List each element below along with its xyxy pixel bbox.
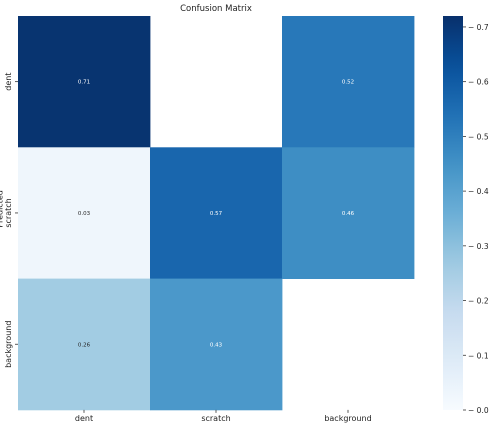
colorbar-tick-label: − 0.2 — [468, 297, 489, 306]
y-tick-label: scratch — [4, 198, 13, 227]
colorbar-tick-label: − 0.0 — [468, 406, 489, 415]
colorbar-tick-label: − 0.4 — [468, 187, 489, 196]
colorbar-tick-label: − 0.6 — [468, 78, 489, 87]
colorbar-tick-label: − 0.3 — [468, 242, 489, 251]
cell-value-label: 0.71 — [78, 80, 90, 86]
cell-value-label: 0.52 — [342, 80, 354, 86]
chart-title: Confusion Matrix — [180, 4, 252, 14]
cell-value-label: 0.46 — [342, 211, 355, 217]
colorbar-tick-label: − 0.1 — [468, 351, 489, 360]
cell-value-label: 0.57 — [210, 211, 223, 217]
colorbar — [443, 16, 463, 410]
heatmap-cell — [18, 278, 151, 411]
cell-value-label: 0.43 — [210, 342, 223, 348]
cell-value-label: 0.26 — [78, 342, 91, 348]
x-tick-label: scratch — [201, 414, 230, 423]
x-tick-label: background — [324, 414, 371, 423]
heatmap-cell — [282, 16, 415, 148]
colorbar-tick-label: − 0.5 — [468, 132, 489, 141]
colorbar-tick-label: − 0.7 — [468, 23, 489, 32]
heatmap-cell — [18, 147, 151, 279]
heatmap-cell — [150, 147, 283, 279]
y-tick-label: dent — [4, 73, 13, 91]
heatmap-cell — [18, 16, 151, 148]
heatmap-cell — [282, 147, 415, 279]
x-tick-label: dent — [75, 414, 93, 423]
cell-value-label: 0.03 — [78, 211, 91, 217]
y-axis-label: Predicted — [0, 190, 5, 228]
y-tick-label: background — [4, 321, 13, 368]
heatmap-cell — [150, 278, 283, 411]
